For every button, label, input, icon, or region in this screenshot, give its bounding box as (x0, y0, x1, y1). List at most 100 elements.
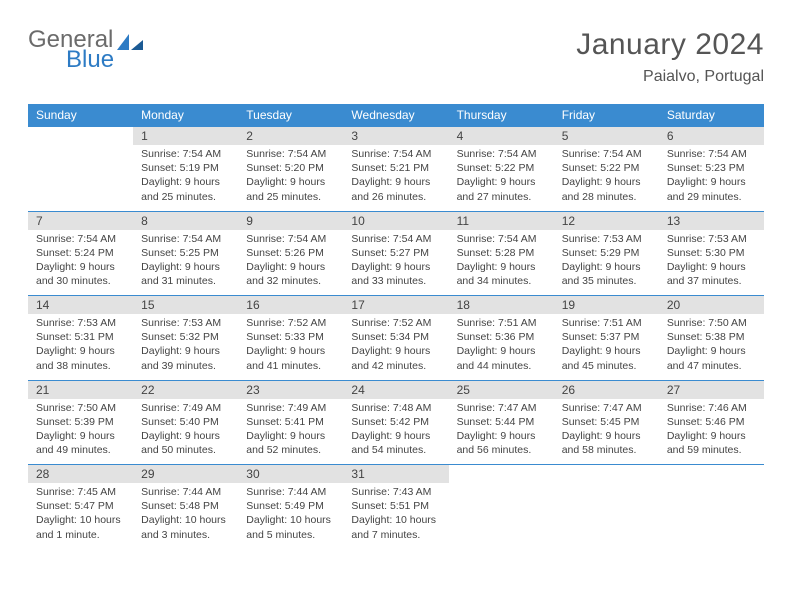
day-details: Sunrise: 7:43 AMSunset: 5:51 PMDaylight:… (351, 485, 440, 542)
day-content-cell: Sunrise: 7:50 AMSunset: 5:38 PMDaylight:… (659, 314, 764, 380)
day-number-cell: 26 (554, 380, 659, 399)
day-details: Sunrise: 7:46 AMSunset: 5:46 PMDaylight:… (667, 401, 756, 458)
weekday-header: Wednesday (343, 104, 448, 127)
day-number-cell: 3 (343, 127, 448, 146)
day-content-row: Sunrise: 7:54 AMSunset: 5:19 PMDaylight:… (28, 145, 764, 211)
day-details: Sunrise: 7:53 AMSunset: 5:29 PMDaylight:… (562, 232, 651, 289)
day-content-cell: Sunrise: 7:54 AMSunset: 5:27 PMDaylight:… (343, 230, 448, 296)
day-details: Sunrise: 7:52 AMSunset: 5:34 PMDaylight:… (351, 316, 440, 373)
day-details: Sunrise: 7:54 AMSunset: 5:28 PMDaylight:… (457, 232, 546, 289)
day-number-cell: 20 (659, 296, 764, 315)
day-content-cell: Sunrise: 7:54 AMSunset: 5:21 PMDaylight:… (343, 145, 448, 211)
day-content-cell: Sunrise: 7:49 AMSunset: 5:41 PMDaylight:… (238, 399, 343, 465)
weekday-header: Friday (554, 104, 659, 127)
day-number-cell (554, 465, 659, 484)
day-number-cell (28, 127, 133, 146)
day-number-cell: 17 (343, 296, 448, 315)
weekday-header: Sunday (28, 104, 133, 127)
day-number-cell: 11 (449, 211, 554, 230)
day-content-row: Sunrise: 7:54 AMSunset: 5:24 PMDaylight:… (28, 230, 764, 296)
day-details: Sunrise: 7:54 AMSunset: 5:25 PMDaylight:… (141, 232, 230, 289)
day-number-cell: 28 (28, 465, 133, 484)
day-number-cell: 12 (554, 211, 659, 230)
day-content-cell: Sunrise: 7:53 AMSunset: 5:29 PMDaylight:… (554, 230, 659, 296)
day-content-cell: Sunrise: 7:54 AMSunset: 5:26 PMDaylight:… (238, 230, 343, 296)
day-content-cell: Sunrise: 7:47 AMSunset: 5:45 PMDaylight:… (554, 399, 659, 465)
day-content-cell: Sunrise: 7:53 AMSunset: 5:31 PMDaylight:… (28, 314, 133, 380)
day-details: Sunrise: 7:51 AMSunset: 5:36 PMDaylight:… (457, 316, 546, 373)
day-content-cell: Sunrise: 7:53 AMSunset: 5:30 PMDaylight:… (659, 230, 764, 296)
day-details: Sunrise: 7:49 AMSunset: 5:41 PMDaylight:… (246, 401, 335, 458)
day-number-cell: 31 (343, 465, 448, 484)
day-number-cell: 7 (28, 211, 133, 230)
day-number-cell: 10 (343, 211, 448, 230)
day-content-cell (449, 483, 554, 549)
day-number-cell: 2 (238, 127, 343, 146)
logo-text-blue: Blue (66, 48, 145, 72)
month-title: January 2024 (576, 28, 764, 62)
day-number-cell: 25 (449, 380, 554, 399)
day-number-row: 14151617181920 (28, 296, 764, 315)
day-details: Sunrise: 7:54 AMSunset: 5:26 PMDaylight:… (246, 232, 335, 289)
day-details: Sunrise: 7:48 AMSunset: 5:42 PMDaylight:… (351, 401, 440, 458)
day-content-cell: Sunrise: 7:54 AMSunset: 5:22 PMDaylight:… (449, 145, 554, 211)
day-content-cell: Sunrise: 7:54 AMSunset: 5:23 PMDaylight:… (659, 145, 764, 211)
weekday-header: Monday (133, 104, 238, 127)
day-details: Sunrise: 7:54 AMSunset: 5:20 PMDaylight:… (246, 147, 335, 204)
day-content-cell: Sunrise: 7:51 AMSunset: 5:36 PMDaylight:… (449, 314, 554, 380)
day-details: Sunrise: 7:53 AMSunset: 5:32 PMDaylight:… (141, 316, 230, 373)
day-content-cell: Sunrise: 7:54 AMSunset: 5:28 PMDaylight:… (449, 230, 554, 296)
day-number-row: 78910111213 (28, 211, 764, 230)
day-number-row: 28293031 (28, 465, 764, 484)
day-details: Sunrise: 7:49 AMSunset: 5:40 PMDaylight:… (141, 401, 230, 458)
day-details: Sunrise: 7:50 AMSunset: 5:39 PMDaylight:… (36, 401, 125, 458)
day-number-cell: 16 (238, 296, 343, 315)
day-number-cell: 9 (238, 211, 343, 230)
title-block: January 2024 Paialvo, Portugal (576, 28, 764, 86)
day-details: Sunrise: 7:52 AMSunset: 5:33 PMDaylight:… (246, 316, 335, 373)
day-content-cell: Sunrise: 7:48 AMSunset: 5:42 PMDaylight:… (343, 399, 448, 465)
day-content-cell: Sunrise: 7:49 AMSunset: 5:40 PMDaylight:… (133, 399, 238, 465)
calendar-table: SundayMondayTuesdayWednesdayThursdayFrid… (28, 104, 764, 549)
day-content-cell (554, 483, 659, 549)
day-number-cell: 8 (133, 211, 238, 230)
day-number-cell: 22 (133, 380, 238, 399)
day-details: Sunrise: 7:44 AMSunset: 5:49 PMDaylight:… (246, 485, 335, 542)
day-number-cell: 1 (133, 127, 238, 146)
day-content-cell: Sunrise: 7:54 AMSunset: 5:22 PMDaylight:… (554, 145, 659, 211)
weekday-header: Tuesday (238, 104, 343, 127)
day-content-cell: Sunrise: 7:46 AMSunset: 5:46 PMDaylight:… (659, 399, 764, 465)
day-content-cell: Sunrise: 7:54 AMSunset: 5:24 PMDaylight:… (28, 230, 133, 296)
header: GeneralBlue January 2024 Paialvo, Portug… (28, 28, 764, 86)
day-number-cell: 4 (449, 127, 554, 146)
day-number-cell (449, 465, 554, 484)
day-content-cell: Sunrise: 7:50 AMSunset: 5:39 PMDaylight:… (28, 399, 133, 465)
day-number-cell (659, 465, 764, 484)
day-content-cell: Sunrise: 7:52 AMSunset: 5:33 PMDaylight:… (238, 314, 343, 380)
day-number-cell: 6 (659, 127, 764, 146)
day-content-cell: Sunrise: 7:54 AMSunset: 5:25 PMDaylight:… (133, 230, 238, 296)
day-details: Sunrise: 7:51 AMSunset: 5:37 PMDaylight:… (562, 316, 651, 373)
day-number-cell: 30 (238, 465, 343, 484)
day-content-row: Sunrise: 7:50 AMSunset: 5:39 PMDaylight:… (28, 399, 764, 465)
day-content-cell: Sunrise: 7:44 AMSunset: 5:49 PMDaylight:… (238, 483, 343, 549)
day-content-row: Sunrise: 7:53 AMSunset: 5:31 PMDaylight:… (28, 314, 764, 380)
day-content-cell (659, 483, 764, 549)
day-content-cell: Sunrise: 7:45 AMSunset: 5:47 PMDaylight:… (28, 483, 133, 549)
day-details: Sunrise: 7:54 AMSunset: 5:19 PMDaylight:… (141, 147, 230, 204)
location-subtitle: Paialvo, Portugal (576, 68, 764, 86)
day-content-cell: Sunrise: 7:54 AMSunset: 5:20 PMDaylight:… (238, 145, 343, 211)
day-number-cell: 15 (133, 296, 238, 315)
day-number-cell: 29 (133, 465, 238, 484)
day-content-cell: Sunrise: 7:54 AMSunset: 5:19 PMDaylight:… (133, 145, 238, 211)
weekday-header: Thursday (449, 104, 554, 127)
day-number-cell: 27 (659, 380, 764, 399)
day-details: Sunrise: 7:54 AMSunset: 5:27 PMDaylight:… (351, 232, 440, 289)
day-details: Sunrise: 7:47 AMSunset: 5:44 PMDaylight:… (457, 401, 546, 458)
day-details: Sunrise: 7:54 AMSunset: 5:22 PMDaylight:… (457, 147, 546, 204)
day-content-cell: Sunrise: 7:44 AMSunset: 5:48 PMDaylight:… (133, 483, 238, 549)
day-number-cell: 23 (238, 380, 343, 399)
day-number-cell: 14 (28, 296, 133, 315)
day-number-cell: 21 (28, 380, 133, 399)
day-content-cell (28, 145, 133, 211)
